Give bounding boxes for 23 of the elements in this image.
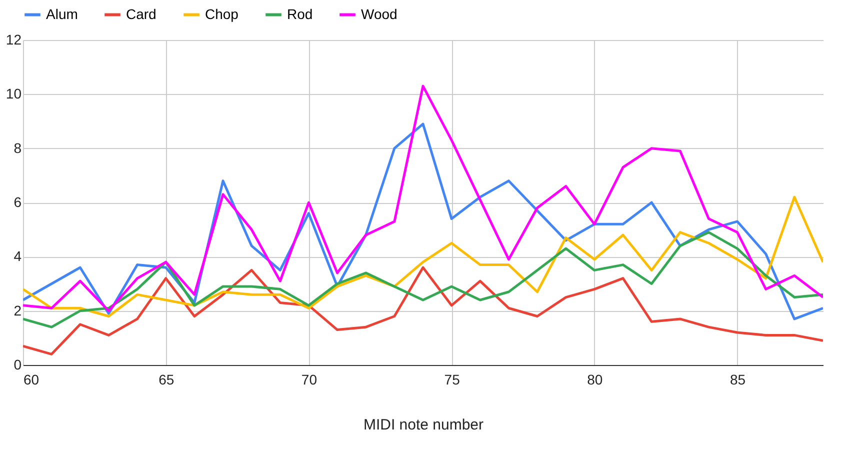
x-tick-label: 85 [730,372,746,388]
x-tick-label: 65 [158,372,174,388]
x-tick-label: 75 [444,372,460,388]
legend-label: Wood [361,6,398,22]
legend-label: Chop [205,6,239,22]
y-tick-label: 0 [14,356,22,372]
y-tick-label: 2 [14,302,22,318]
legend-label: Alum [46,6,78,22]
y-tick-label: 8 [14,140,22,156]
y-tick-label: 10 [6,86,22,102]
legend-label: Rod [287,6,313,22]
line-series [23,196,823,318]
x-tick-label: 60 [24,372,40,388]
legend-label: Card [126,6,156,22]
line-series [23,266,823,356]
x-tick-label: 80 [587,372,603,388]
y-tick-label: 6 [14,194,22,210]
line-series [23,231,823,328]
x-axis-title: MIDI note number [363,416,484,434]
y-tick-label: 12 [6,32,22,48]
y-tick-label: 4 [14,248,22,264]
line-series [23,84,823,312]
x-tick-label: 70 [301,372,318,388]
